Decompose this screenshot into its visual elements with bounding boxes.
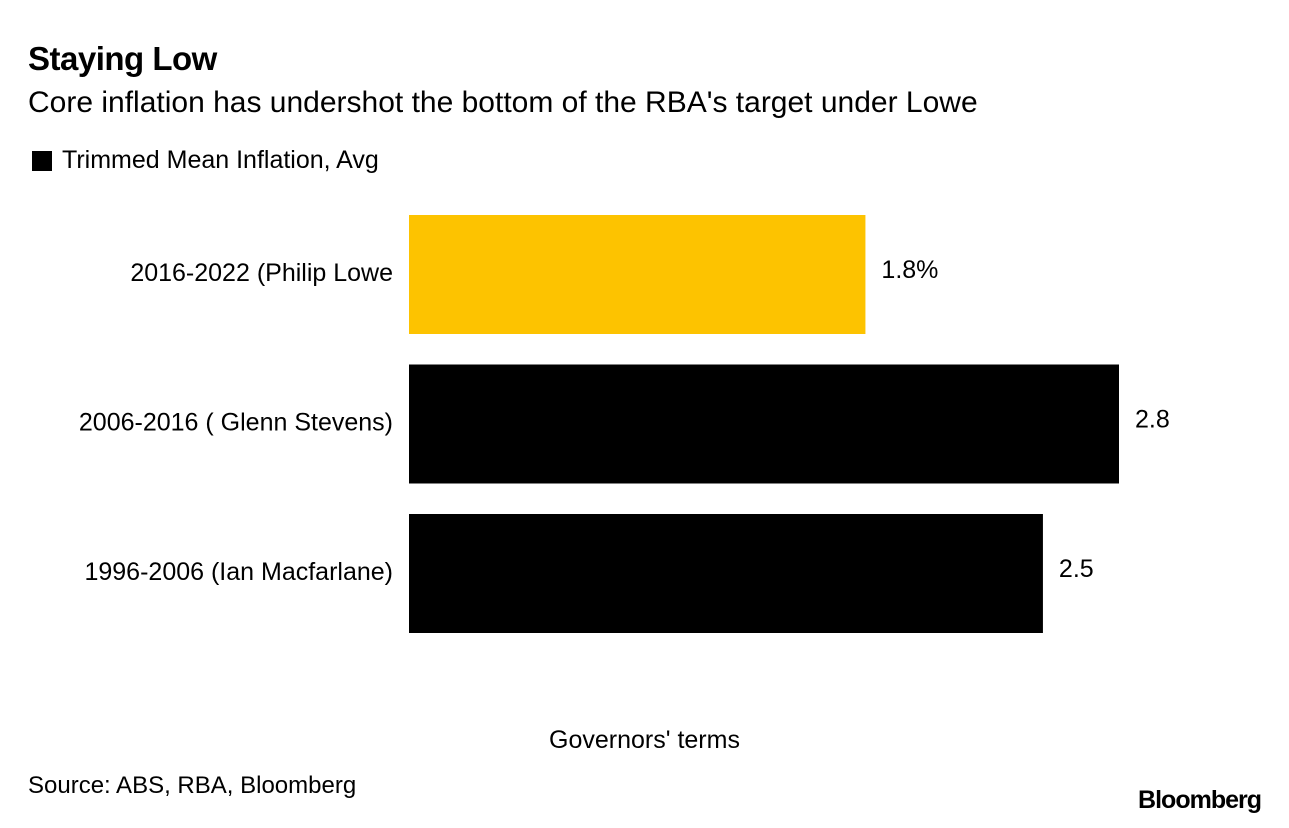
value-label: 2.5 [1059,555,1094,583]
source-note: Source: ABS, RBA, Bloomberg [28,772,357,799]
legend-swatch [32,150,52,171]
legend-label: Trimmed Mean Inflation, Avg [62,146,379,174]
legend: Trimmed Mean Inflation, Avg [32,146,379,175]
bar [409,215,866,334]
bar [409,514,1043,633]
chart-title: Staying Low [28,40,217,77]
chart-subtitle: Core inflation has undershot the bottom … [28,86,978,119]
value-label: 1.8% [881,256,938,284]
value-label: 2.8 [1135,406,1170,434]
category-label: 1996-2006 (Ian Macfarlane) [84,558,393,586]
category-label: 2016-2022 (Philip Lowe [130,259,393,287]
axis-title: Governors' terms [549,726,740,754]
bar [409,364,1119,484]
bloomberg-logo: Bloomberg [1138,786,1262,814]
category-label: 2006-2016 ( Glenn Stevens) [79,409,393,437]
